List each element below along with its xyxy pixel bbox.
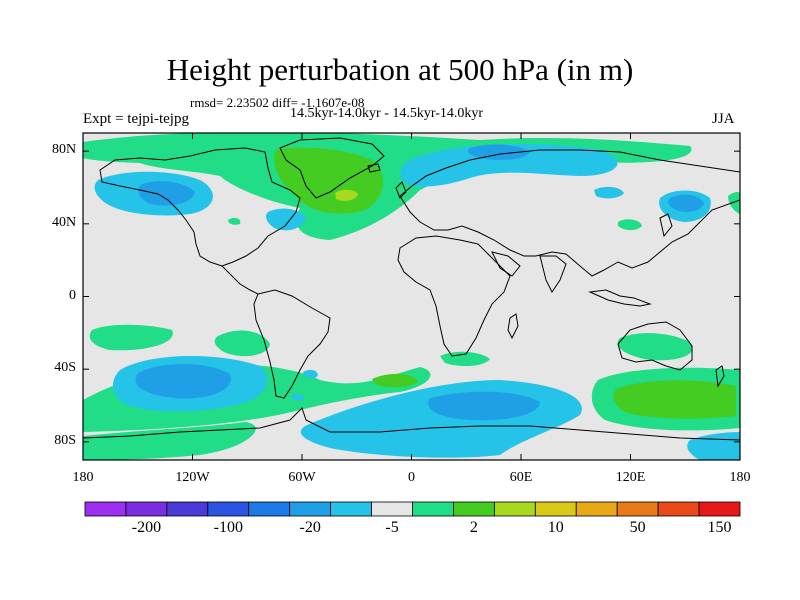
- coastlines: [83, 137, 740, 441]
- contour-positive-asia-spot: [618, 219, 642, 231]
- contour-negative-antarctic-core: [428, 391, 540, 421]
- y-tick-label: 0: [69, 287, 76, 303]
- colorbar-swatch: [453, 501, 495, 517]
- coastline-arabia: [491, 251, 521, 277]
- contour-positive-indian-ocean: [617, 333, 693, 361]
- coastline-japan: [659, 213, 673, 238]
- contour-positive-atlantic-east: [440, 351, 490, 367]
- contour-positive-south-pacific-core: [613, 380, 736, 419]
- colorbar-swatch: [657, 501, 700, 517]
- colorbar: [84, 501, 741, 517]
- colorbar-label: 10: [547, 519, 564, 536]
- contour-negative-eurasia: [400, 144, 618, 187]
- x-tick-label: 120W: [175, 470, 210, 485]
- colorbar-swatch: [84, 501, 127, 517]
- contour-positive-greenland-core: [335, 189, 358, 202]
- colorbar-swatch: [493, 501, 536, 517]
- x-axis-ticks: [82, 133, 741, 460]
- coastline-india: [539, 255, 567, 293]
- contour-positive-pacific-mid: [214, 330, 270, 357]
- contour-negative-pacific-spot-b: [291, 393, 305, 401]
- x-tick-label: 0: [408, 470, 415, 485]
- coastline-madagascar: [507, 313, 519, 340]
- contour-positive-pacific-south: [89, 324, 173, 351]
- colorbar-swatch: [575, 501, 618, 517]
- season-label: JJA: [712, 111, 735, 127]
- coastline-africa: [397, 235, 511, 357]
- contour-positive-southern-polar: [83, 422, 256, 460]
- colorbar-label: -200: [131, 519, 162, 536]
- colorbar-swatch: [330, 501, 372, 517]
- experiment-label: Expt = tejpi-tejpg: [83, 111, 189, 127]
- colorbar-swatch: [248, 501, 291, 517]
- colorbar-label: 2: [469, 519, 478, 536]
- colorbar-swatch: [207, 501, 250, 517]
- coastline-antarctica: [83, 407, 740, 441]
- x-tick-label: 60E: [509, 470, 533, 485]
- colorbar-swatch: [166, 501, 209, 517]
- colorbar-label: -5: [385, 519, 399, 536]
- y-tick-label: 80N: [52, 142, 77, 158]
- x-tick-label: 60W: [288, 470, 316, 485]
- colorbar-swatch: [371, 501, 413, 517]
- coastline-eurasia: [399, 149, 740, 277]
- y-tick-label: 40S: [54, 360, 76, 376]
- coastline-central-america: [221, 265, 259, 295]
- colorbar-swatch: [616, 501, 659, 517]
- x-tick-label: 180: [72, 470, 94, 485]
- y-tick-label: 40N: [52, 214, 77, 230]
- contour-negative-canada-spot: [266, 208, 306, 231]
- contour-negative-pacific-spot-a: [303, 369, 318, 379]
- map-panel: [82, 132, 741, 461]
- contour-fields: [83, 133, 740, 460]
- colorbar-swatch: [534, 501, 577, 517]
- coastline-north-america: [99, 147, 301, 267]
- coastline-greenland: [279, 137, 385, 199]
- contour-negative-south-pacific-core: [135, 363, 231, 399]
- coastline-british-isles: [395, 181, 407, 199]
- periods-line: 14.5kyr-14.0kyr - 14.5kyr-14.0kyr: [290, 106, 484, 121]
- coastline-australia: [617, 321, 693, 371]
- colorbar-label: -20: [299, 519, 321, 536]
- y-axis-ticks: [83, 150, 740, 443]
- contour-positive-pacific-east-spot: [728, 192, 740, 214]
- contour-positive-atlantic-south: [372, 373, 418, 388]
- stats-line: rmsd= 2.23502 diff= -1.1607e-08: [190, 95, 365, 110]
- colorbar-label: 50: [629, 519, 646, 536]
- x-tick-label: 180: [729, 470, 751, 485]
- colorbar-swatch: [289, 501, 332, 517]
- contour-negative-russia-spot: [594, 186, 624, 199]
- coastline-iceland: [367, 163, 381, 173]
- plot-title: Height perturbation at 500 hPa (in m): [166, 52, 634, 87]
- coastline-new-zealand: [715, 365, 725, 388]
- contour-negative-north-pacific-east-core: [668, 194, 704, 212]
- coastline-south-america: [253, 289, 331, 399]
- contour-negative-north-pacific-core: [138, 181, 195, 206]
- colorbar-label: -100: [213, 519, 243, 536]
- colorbar-label: 150: [707, 519, 732, 536]
- x-tick-label: 120E: [615, 470, 646, 485]
- coastline-indonesia: [588, 289, 652, 307]
- colorbar-swatch: [698, 501, 741, 517]
- y-tick-label: 80S: [54, 432, 76, 448]
- contour-negative-eurasia-core: [467, 144, 530, 160]
- colorbar-swatch: [125, 501, 168, 517]
- colorbar-swatch: [412, 501, 454, 517]
- contour-positive-pacific-west-spot: [228, 217, 241, 225]
